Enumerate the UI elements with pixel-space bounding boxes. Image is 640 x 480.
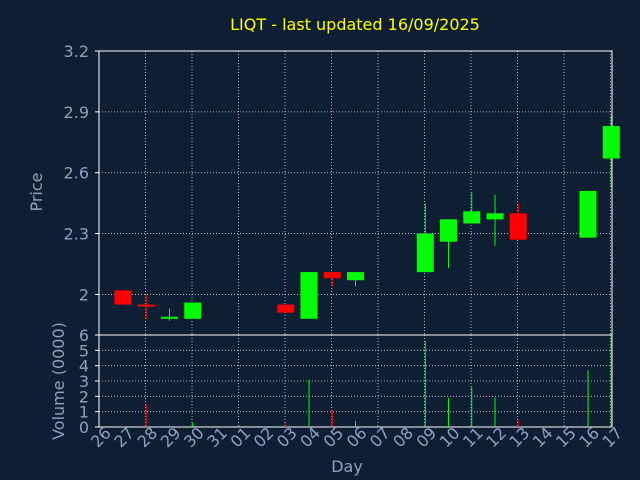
candle-body	[114, 290, 132, 305]
candle-body	[579, 190, 597, 238]
candle-body	[161, 316, 178, 319]
candle-body	[509, 213, 527, 240]
candle-body	[602, 126, 620, 159]
candle-body	[463, 211, 481, 224]
volume-y-tick-label: 0	[79, 418, 89, 437]
price-y-tick-label: 2	[79, 285, 89, 304]
price-y-tick-label: 3.2	[64, 42, 89, 61]
price-grid	[99, 51, 612, 335]
candle-body	[277, 304, 295, 313]
candle-body	[137, 304, 155, 307]
volume-y-tick-label: 2	[79, 387, 89, 406]
price-candles	[114, 115, 620, 321]
volume-y-tick-label: 6	[79, 326, 89, 345]
candle-body	[416, 233, 434, 273]
candle-body	[347, 272, 364, 281]
volume-axis-label: Volume (0000)	[49, 322, 68, 440]
price-axis-label: Price	[27, 172, 46, 211]
candle-body	[323, 272, 341, 279]
price-y-tick-label: 2.9	[64, 103, 89, 122]
candle-body	[300, 272, 318, 319]
candle-body	[486, 213, 504, 220]
price-y-tick-label: 2.3	[64, 225, 89, 244]
volume-grid	[99, 335, 612, 427]
price-y-tick-labels: 2 2.3 2.6 2.9 3.2	[64, 42, 99, 304]
candle-body	[184, 302, 202, 319]
volume-bars	[122, 335, 612, 427]
x-tick-labels: 2627282930310102030405060708091011121314…	[87, 423, 626, 451]
volume-y-tick-label: 4	[79, 357, 89, 376]
price-y-tick-label: 2.6	[64, 164, 89, 183]
volume-y-tick-label: 5	[79, 341, 89, 360]
volume-y-tick-label: 1	[79, 403, 89, 422]
candle-body	[440, 219, 457, 242]
x-axis-label: Day	[331, 457, 363, 476]
chart-title: LIQT - last updated 16/09/2025	[230, 15, 480, 34]
volume-y-tick-label: 3	[79, 372, 89, 391]
